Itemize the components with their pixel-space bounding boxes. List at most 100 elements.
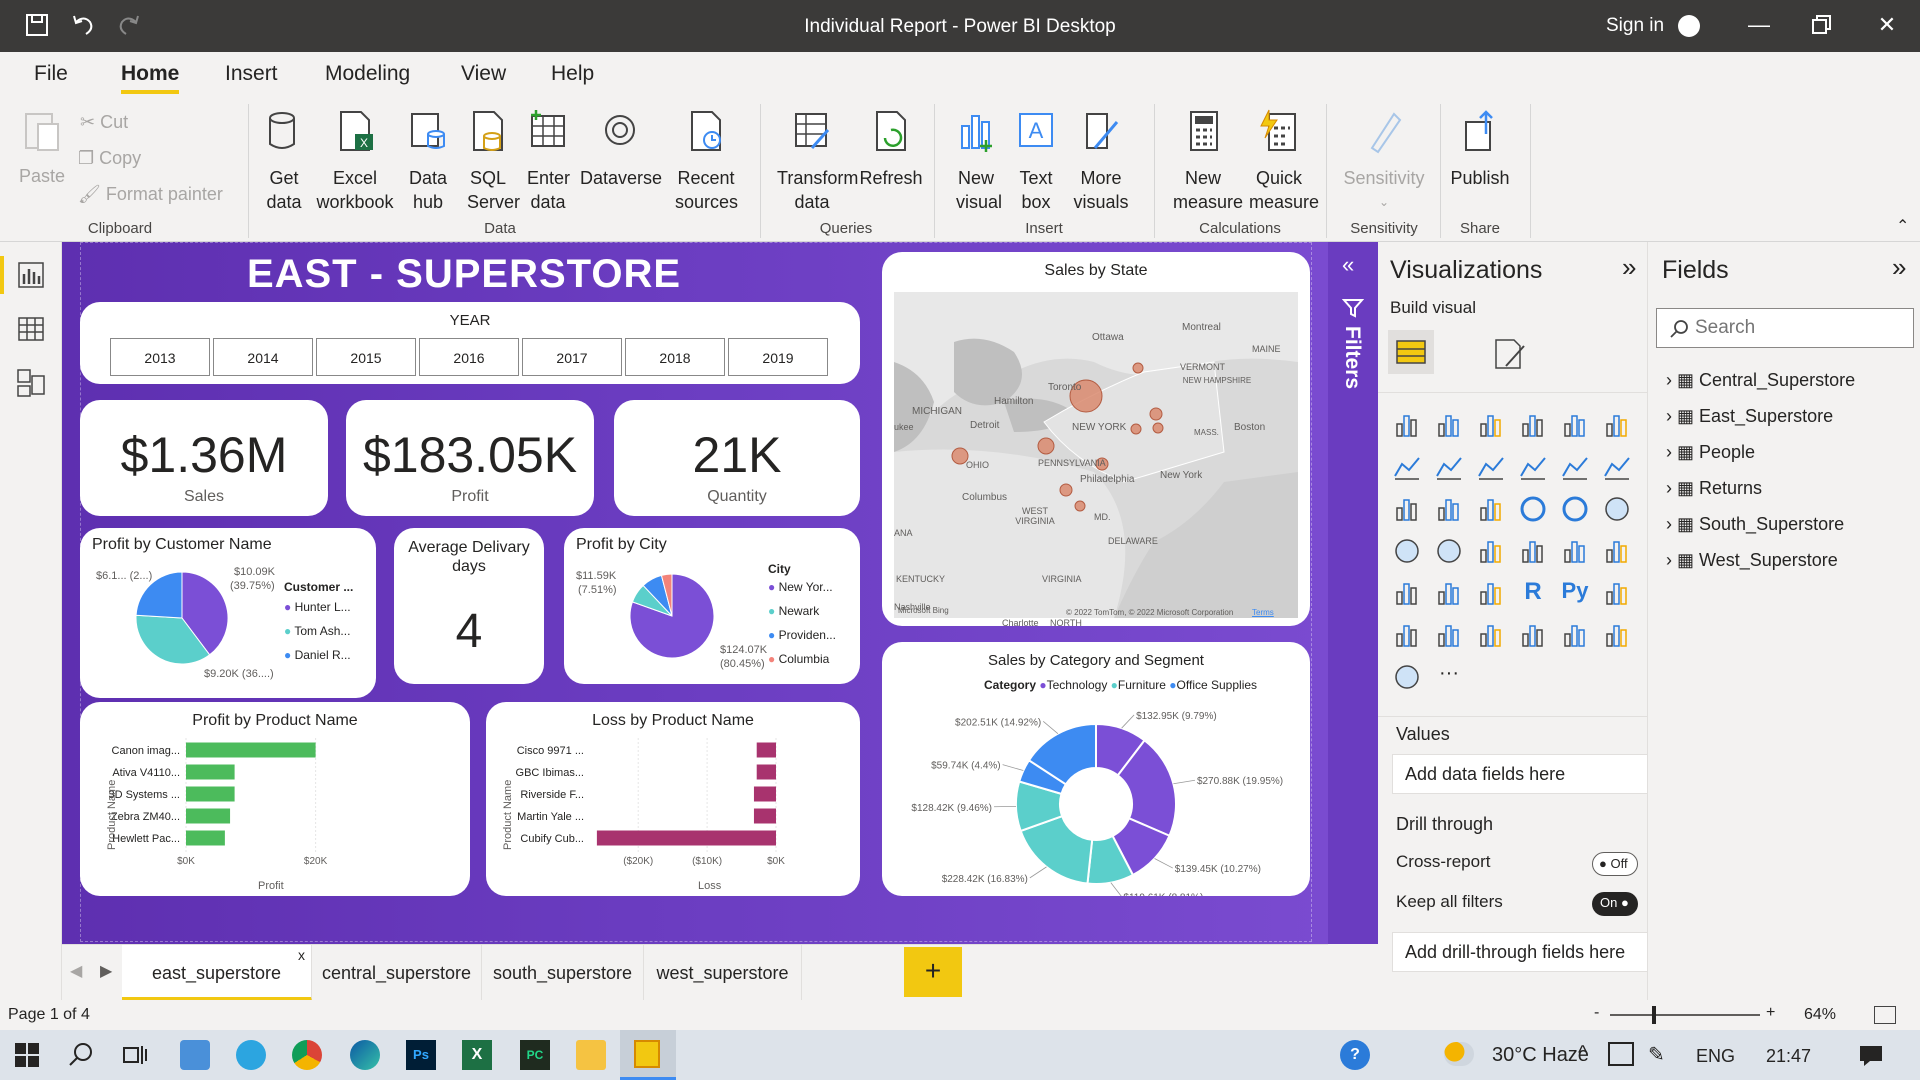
- menu-view[interactable]: View: [461, 62, 507, 85]
- data-view-icon[interactable]: [14, 312, 48, 346]
- field-table-item[interactable]: › ▦ Central_Superstore: [1666, 370, 1855, 391]
- tab-scroll-right-icon[interactable]: ▶: [100, 963, 113, 980]
- year-button[interactable]: 2013: [110, 338, 210, 376]
- python-visual-visual-icon[interactable]: Py: [1561, 578, 1589, 603]
- transform-data-button[interactable]: Transform data: [772, 108, 858, 214]
- collapse-icon[interactable]: »: [1622, 252, 1637, 282]
- waterfall-visual-icon[interactable]: [1392, 494, 1422, 524]
- telegram-icon[interactable]: [236, 1040, 266, 1070]
- year-button[interactable]: 2017: [522, 338, 622, 376]
- treemap-visual-icon[interactable]: [1602, 494, 1632, 524]
- enter-data-button[interactable]: Enter data: [522, 108, 574, 214]
- legend-item[interactable]: ● Tom Ash...: [284, 624, 350, 638]
- paginated-visual-icon[interactable]: [1476, 620, 1506, 650]
- donut-visual-icon[interactable]: [1560, 494, 1590, 524]
- kpi-card-profit[interactable]: $183.05K Profit: [346, 400, 594, 516]
- smart-narrative-visual-icon[interactable]: [1602, 578, 1632, 608]
- year-button[interactable]: 2018: [625, 338, 725, 376]
- more-visuals-button[interactable]: More visuals: [1066, 108, 1136, 214]
- save-icon[interactable]: [24, 12, 50, 38]
- minimize-icon[interactable]: —: [1748, 12, 1770, 37]
- bar[interactable]: [186, 742, 316, 758]
- card-visual-icon[interactable]: [1518, 536, 1548, 566]
- map-terms-link[interactable]: Terms: [1252, 608, 1274, 617]
- data-hub-button[interactable]: Data hub: [402, 108, 454, 214]
- new-visual-button[interactable]: New visual: [944, 108, 1008, 214]
- bar[interactable]: [756, 764, 776, 780]
- funnel-visual-icon[interactable]: [1434, 494, 1464, 524]
- folder-icon[interactable]: [576, 1040, 606, 1070]
- slicer-visual-icon[interactable]: [1392, 578, 1422, 608]
- search-input[interactable]: [1695, 315, 1895, 341]
- language-indicator[interactable]: ENG: [1696, 1046, 1736, 1066]
- zoom-thumb[interactable]: [1652, 1006, 1656, 1024]
- clustered-bar-visual-icon[interactable]: [1476, 410, 1506, 440]
- decomposition-tree-visual-icon[interactable]: [1392, 620, 1422, 650]
- profit-by-product-card[interactable]: Profit by Product Name $0K $20K Canon imag…: [80, 702, 470, 896]
- year-button[interactable]: 2015: [316, 338, 416, 376]
- pen-icon[interactable]: ✎: [1648, 1044, 1665, 1066]
- fields-search[interactable]: [1656, 308, 1914, 348]
- file-explorer-app-icon[interactable]: [180, 1040, 210, 1070]
- notification-icon[interactable]: [1858, 1044, 1884, 1068]
- cross-report-toggle[interactable]: ● Off: [1592, 852, 1638, 876]
- field-table-item[interactable]: › ▦ Returns: [1666, 478, 1762, 499]
- power-apps-visual-icon[interactable]: [1560, 620, 1590, 650]
- kpi-card-quantity[interactable]: 21K Quantity: [614, 400, 860, 516]
- menu-insert[interactable]: Insert: [225, 62, 278, 85]
- tab-east-superstore[interactable]: east_superstore: [122, 945, 312, 1001]
- close-tab-icon[interactable]: x: [298, 947, 305, 963]
- clustered-column-visual-icon[interactable]: [1518, 410, 1548, 440]
- pie-slice[interactable]: [135, 571, 183, 619]
- new-measure-button[interactable]: New measure: [1166, 108, 1243, 214]
- chrome-icon[interactable]: [292, 1040, 322, 1070]
- collapse-icon[interactable]: »: [1892, 252, 1907, 282]
- gauge-visual-icon[interactable]: [1476, 536, 1506, 566]
- 100-column-visual-icon[interactable]: [1602, 410, 1632, 440]
- bar[interactable]: [186, 786, 235, 802]
- values-drop-zone[interactable]: Add data fields here: [1392, 754, 1648, 794]
- undo-icon[interactable]: [70, 12, 96, 38]
- recent-sources-button[interactable]: Recent sources: [670, 108, 742, 214]
- cut-button[interactable]: ✂ Cut: [80, 110, 128, 134]
- menu-help[interactable]: Help: [551, 62, 595, 85]
- legend-item[interactable]: ● Newark: [768, 604, 819, 618]
- loss-by-product-card[interactable]: Loss by Product Name ($20K) ($10K) $0K Cisc…: [486, 702, 860, 896]
- 100-bar-visual-icon[interactable]: [1560, 410, 1590, 440]
- avatar[interactable]: [1678, 15, 1700, 37]
- chevron-right-icon[interactable]: ›: [1666, 550, 1677, 570]
- excel-workbook-button[interactable]: X Excel workbook: [314, 108, 396, 214]
- stacked-column-visual-icon[interactable]: [1434, 410, 1464, 440]
- zoom-in-icon[interactable]: +: [1766, 1004, 1776, 1021]
- profit-by-city-card[interactable]: Profit by City $11.59K (7.51%) $124.07K …: [564, 528, 860, 684]
- build-visual-tab[interactable]: [1388, 330, 1434, 374]
- menu-home[interactable]: Home: [121, 62, 180, 85]
- legend-item[interactable]: ● Daniel R...: [284, 648, 351, 662]
- keep-filters-toggle[interactable]: On ●: [1592, 892, 1638, 916]
- bar[interactable]: [753, 786, 776, 802]
- text-box-button[interactable]: A Text box: [1010, 108, 1062, 214]
- clock[interactable]: 21:47: [1766, 1046, 1812, 1066]
- fit-to-page-icon[interactable]: [1874, 1006, 1896, 1024]
- field-table-item[interactable]: › ▦ South_Superstore: [1666, 514, 1844, 535]
- menu-file[interactable]: File: [34, 62, 68, 85]
- year-button[interactable]: 2016: [419, 338, 519, 376]
- copy-button[interactable]: ❐ Copy: [78, 146, 141, 170]
- key-influencers-visual-icon[interactable]: [1518, 620, 1548, 650]
- legend-item[interactable]: ● New Yor...: [768, 580, 833, 594]
- chevron-right-icon[interactable]: ›: [1666, 370, 1677, 390]
- publish-button[interactable]: Publish: [1444, 108, 1516, 190]
- avg-delivery-card[interactable]: Average Delivary days 4: [394, 528, 544, 684]
- stacked-bar-visual-icon[interactable]: [1392, 410, 1422, 440]
- tab-central-superstore[interactable]: central_superstore: [312, 945, 482, 1001]
- filled-map-visual-icon[interactable]: [1434, 536, 1464, 566]
- bar[interactable]: [186, 830, 225, 846]
- chevron-right-icon[interactable]: ›: [1666, 514, 1677, 534]
- tab-scroll-left-icon[interactable]: ◀: [70, 963, 83, 980]
- format-painter-button[interactable]: 🖌 Format painter: [78, 182, 223, 206]
- add-page-button[interactable]: +: [904, 947, 962, 997]
- photoshop-icon[interactable]: Ps: [406, 1040, 436, 1070]
- power-automate-visual-icon[interactable]: [1602, 620, 1632, 650]
- bar[interactable]: [756, 742, 776, 758]
- kpi-visual-icon[interactable]: [1602, 536, 1632, 566]
